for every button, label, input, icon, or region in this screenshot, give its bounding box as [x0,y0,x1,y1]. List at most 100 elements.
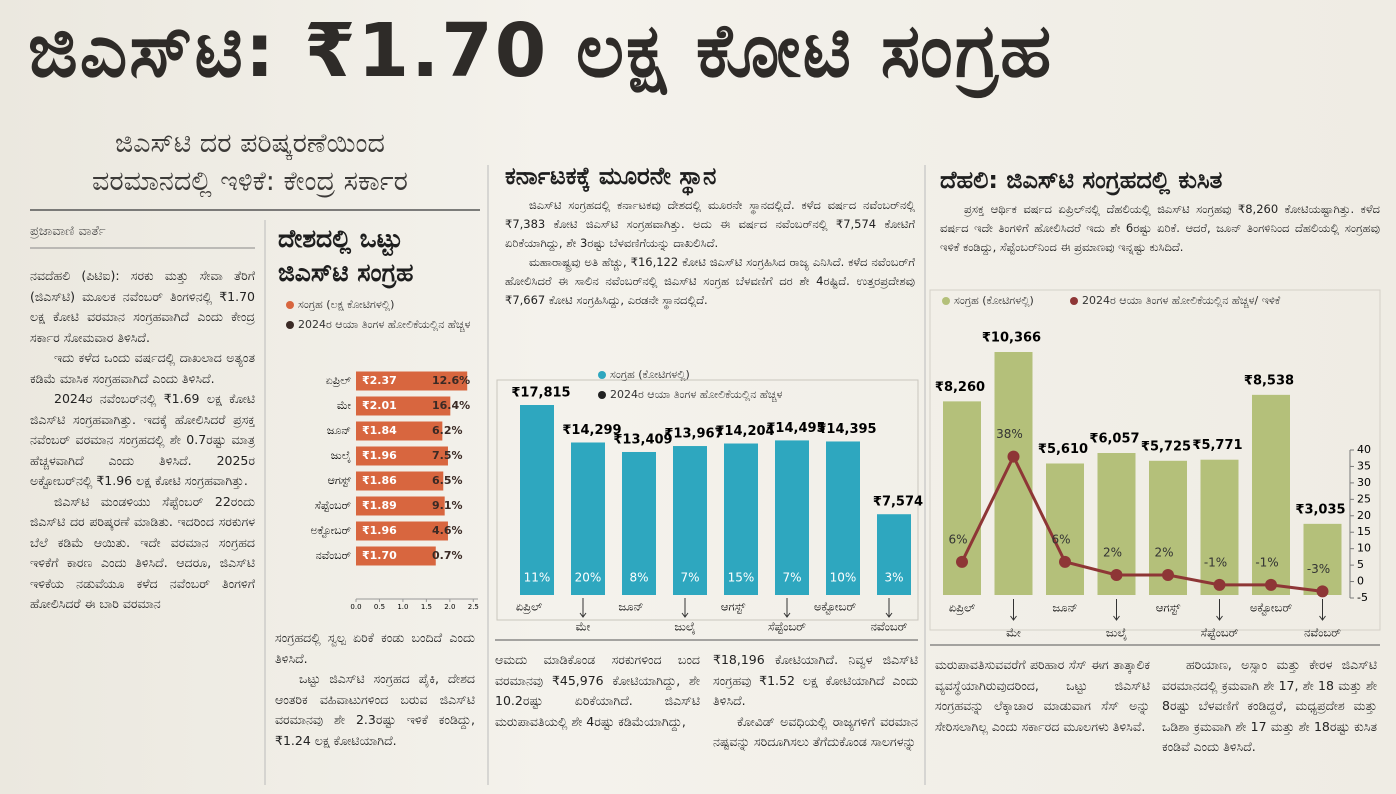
y2-tick-label: 5 [1357,558,1364,571]
pointer-head [681,612,689,618]
pointer-head [1216,615,1223,621]
legend-label: 2024ರ ಆಯಾ ತಿಂಗಳ ಹೋಲಿಕೆಯಲ್ಲಿನ ಹೆಚ್ಚಳ/ ಇಳಿ… [1082,294,1281,308]
value-label: ₹14,299 [562,423,621,438]
value-label: ₹8,260 [935,380,985,395]
paragraph: ಪ್ರಸಕ್ತ ಆರ್ಥಿಕ ವರ್ಷದ ಏಪ್ರಿಲ್‌ನಲ್ಲಿ ದೆಹಲಿ… [940,202,1380,254]
category-label: ಜುಲೈ [331,449,351,462]
article-column: ನವದೆಹಲಿ (ಪಿಟಿಐ): ಸರಕು ಮತ್ತು ಸೇವಾ ತೆರಿಗೆ … [30,266,255,786]
pointer-head [885,612,893,618]
paragraph: ನವದೆಹಲಿ (ಪಿಟಿಐ): ಸರಕು ಮತ್ತು ಸೇವಾ ತೆರಿಗೆ … [30,268,255,345]
legend-label: ಸಂಗ್ರಹ (ಕೋಟಿಗಳಲ್ಲಿ) [610,368,690,382]
bar [520,405,554,595]
x-tick-label: 0.0 [350,603,361,611]
category-label: ಆಗಸ್ಟ್ [1156,601,1181,615]
subheadline: ಜಿಎಸ್‌ಟಿ ದರ ಪರಿಷ್ಕರಣೆಯಿಂದ [115,128,385,159]
growth-label: 2% [1103,545,1122,559]
category-label: ಆಗಸ್ಟ್ [328,474,352,487]
category-label: ಜೂನ್ [618,600,643,614]
chart-title: ಕರ್ನಾಟಕಕ್ಕೆ ಮೂರನೇ ಸ್ಥಾನ [505,162,717,190]
category-label: ಆಗಸ್ಟ್ [721,600,746,614]
growth-label: 7% [782,571,801,585]
value-label: ₹13,409 [613,432,672,447]
growth-label: -1% [1255,555,1278,569]
intro: ಜಿಎಸ್‌ಟಿ ಸಂಗ್ರಹದಲ್ಲಿ ಕರ್ನಾಟಕವು ದೇಶದಲ್ಲಿ … [505,196,915,366]
category-label: ಸೆಪ್ಟೆಂಬರ್ [315,499,351,512]
paragraph: ಮಹಾರಾಷ್ಟ್ರವು ಅತಿ ಹೆಚ್ಚು, ₹16,122 ಕೋಟಿ ಜಿ… [505,255,915,307]
bar [571,442,605,595]
x-tick-label: 2.0 [444,603,455,611]
category-label: ಏಪ್ರಿಲ್ [326,374,351,387]
value-label: ₹8,538 [1244,373,1294,388]
bar [356,546,436,566]
category-label: ಮೇ [337,399,352,412]
pointer-head [1113,615,1120,621]
legend-label: 2024ರ ಆಯಾ ತಿಂಗಳ ಹೋಲಿಕೆಯಲ್ಲಿನ ಹೆಚ್ಚಳ [298,318,471,332]
legend-swatch [286,321,294,329]
bar [356,446,448,466]
headline: ಜಿಎಸ್‌ಟಿ: ₹1.70 ಲಕ್ಷ ಕೋಟಿ ಸಂಗ್ರಹ [28,8,1054,94]
value-label: ₹2.37 [362,374,397,387]
point [1316,585,1329,598]
y2-tick-label: 10 [1357,542,1371,555]
growth-label: 7.5% [432,449,463,462]
value-label: ₹14,495 [766,421,825,436]
category-label: ಮೇ [1006,626,1021,640]
point [1162,568,1174,581]
category-label: ಏಪ್ರಿಲ್ [516,600,542,614]
value-label: ₹6,057 [1089,432,1139,447]
value-label: ₹1.84 [362,424,397,437]
growth-label: 7% [680,571,699,585]
value-label: ₹17,815 [511,386,570,401]
y2-tick-label: 0 [1357,575,1364,588]
x-tick-label: 1.0 [397,603,408,611]
bar [356,421,443,441]
paragraph: ಜಿಎಸ್‌ಟಿ ಸಂಗ್ರಹದಲ್ಲಿ ಕರ್ನಾಟಕವು ದೇಶದಲ್ಲಿ … [505,198,915,250]
growth-label: 6% [1051,532,1070,546]
chart-frame [929,289,1381,631]
value-label: ₹1.96 [362,449,397,462]
category-label: ಏಪ್ರಿಲ್ [949,601,975,615]
article-column: ₹18,196 ಕೋಟಿಯಾಗಿದೆ. ನಿವ್ವಳ ಜಿಎಸ್‌ಟಿ ಸಂಗ್… [713,650,918,786]
category-label: ಅಕ್ಟೋಬರ್ [311,524,351,537]
growth-label: 4.6% [432,524,463,537]
y2-tick-label: 15 [1357,525,1371,538]
bar [673,446,707,595]
value-label: ₹1.89 [362,499,397,512]
x-tick-label: 2.5 [468,603,479,611]
category-label: ಸೆಪ್ಟೆಂಬರ್ [1201,626,1239,640]
legend-label: ಸಂಗ್ರಹ (ಕೋಟಿಗಳಲ್ಲಿ) [954,294,1034,308]
chart-title: ದೆಹಲಿ: ಜಿಎಸ್‌ಟಿ ಸಂಗ್ರಹದಲ್ಲಿ ಕುಸಿತ [940,166,1223,194]
intro: ಪ್ರಸಕ್ತ ಆರ್ಥಿಕ ವರ್ಷದ ಏಪ್ರಿಲ್‌ನಲ್ಲಿ ದೆಹಲಿ… [940,200,1380,286]
growth-label: 0.7% [432,549,463,562]
growth-label: 6.2% [432,424,463,437]
legend-swatch [598,371,606,379]
bar [356,371,468,391]
category-label: ಅಕ್ಟೋಬರ್ [1250,601,1292,615]
pointer-head [1319,615,1326,621]
growth-label: 2% [1154,545,1173,559]
growth-label: 20% [575,571,602,585]
bar [994,352,1033,595]
bar [724,443,758,595]
bar [775,440,809,595]
value-label: ₹5,771 [1192,438,1242,453]
growth-label: 11% [524,571,551,585]
chart-frame [496,379,919,621]
bar [1303,523,1342,595]
growth-label: 3% [884,571,903,585]
bar [1200,459,1239,595]
paragraph: ಹರಿಯಾಣ, ಅಸ್ಸಾಂ ಮತ್ತು ಕೇರಳ ಜಿಎಸ್‌ಟಿ ವರಮಾನ… [1162,657,1377,754]
legend-swatch [1070,297,1078,305]
paragraph: ಆಮದು ಮಾಡಿಕೊಂಡ ಸರಕುಗಳಿಂದ ಬಂದ ವರಮಾನವು ₹45,… [495,652,700,729]
byline: ಪ್ರಜಾವಾಣಿ ವಾರ್ತೆ [30,224,106,239]
article-column: ಹರಿಯಾಣ, ಅಸ್ಸಾಂ ಮತ್ತು ಕೇರಳ ಜಿಎಸ್‌ಟಿ ವರಮಾನ… [1162,655,1377,786]
legend-swatch [286,301,294,309]
category-label: ನವೆಂಬರ್ [316,549,351,562]
pointer-head [783,612,791,618]
growth-label: 12.6% [432,374,470,387]
category-label: ಮೇ [576,620,591,634]
value-label: ₹2.01 [362,399,397,412]
y2-tick-label: 30 [1357,476,1371,489]
paragraph: ಒಟ್ಟು ಜಿಎಸ್‌ಟಿ ಸಂಗ್ರಹದ ಪೈಕಿ, ದೇಶದ ಆಂತರಿಕ… [275,671,475,748]
